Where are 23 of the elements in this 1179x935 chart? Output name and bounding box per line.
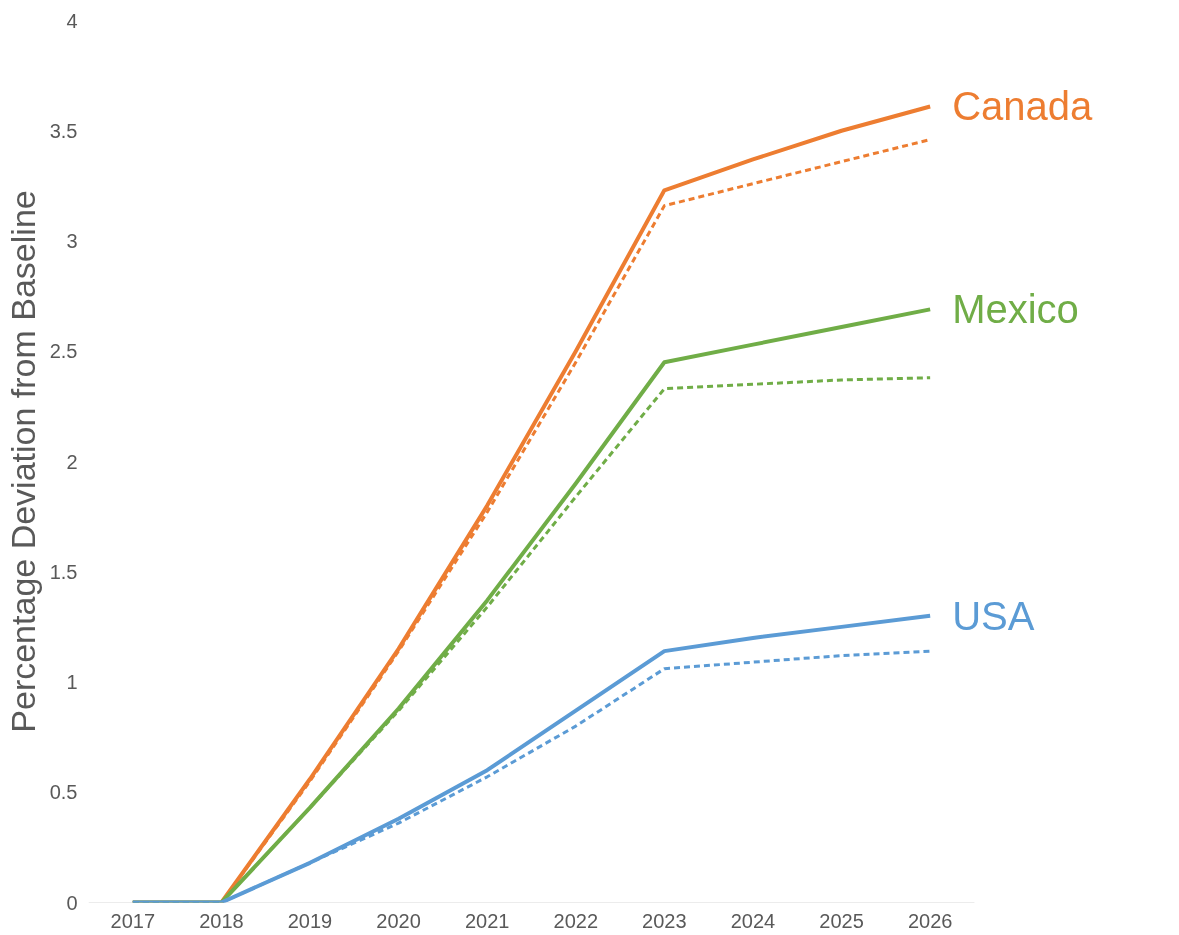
x-tick-label: 2025	[819, 909, 864, 932]
y-tick-label: 1.5	[49, 560, 78, 583]
series-label: USA	[952, 593, 1035, 638]
series-label: Canada	[952, 84, 1094, 129]
x-tick-label: 2022	[553, 909, 599, 932]
x-tick-label: 2020	[376, 909, 421, 932]
x-tick-label: 2024	[730, 909, 776, 932]
x-tick-label: 2017	[110, 909, 156, 932]
y-tick-label: 0	[66, 891, 78, 914]
y-tick-label: 4	[66, 9, 78, 32]
y-axis-title: Percentage Deviation from Baseline	[3, 190, 42, 733]
x-tick-label: 2019	[287, 909, 333, 932]
y-tick-label: 2	[66, 450, 78, 473]
y-tick-label: 3	[66, 230, 78, 252]
y-tick-label: 0.5	[49, 781, 78, 804]
y-tick-label: 3.5	[49, 119, 78, 142]
x-tick-label: 2018	[199, 909, 244, 932]
x-tick-label: 2026	[907, 909, 953, 932]
x-tick-label: 2023	[642, 909, 687, 932]
series-label: Mexico	[952, 287, 1079, 332]
y-tick-label: 1	[66, 671, 78, 693]
x-tick-label: 2021	[464, 909, 510, 932]
y-tick-label: 2.5	[49, 340, 78, 363]
